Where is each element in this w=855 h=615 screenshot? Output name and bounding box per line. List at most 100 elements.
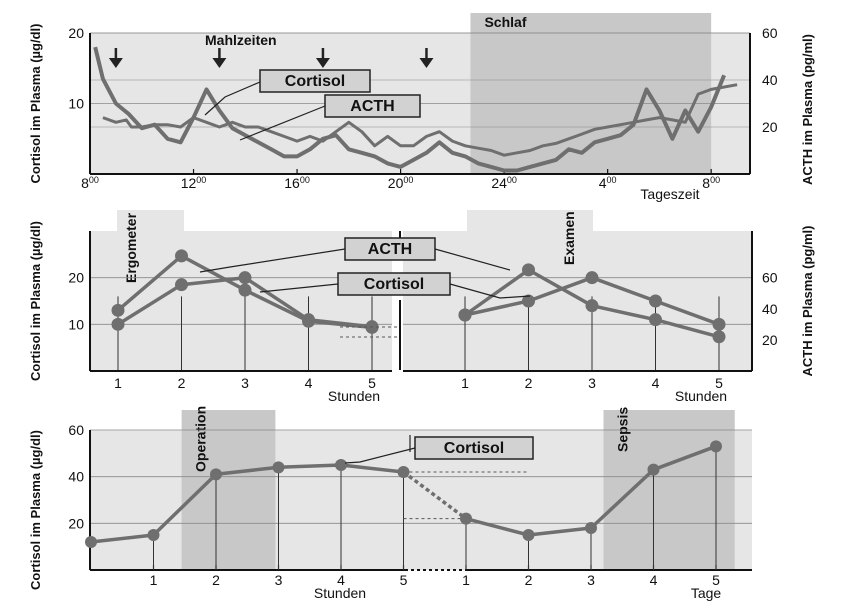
x-tick-label: 2 — [525, 375, 533, 391]
ergometer-cortisol-point — [175, 278, 188, 292]
operation-band — [181, 410, 276, 570]
meal-arrowhead — [108, 58, 123, 68]
ergometer-acth-point — [111, 303, 125, 317]
ergometer-cortisol-point — [302, 313, 315, 327]
examen-acth-point — [522, 263, 535, 277]
examen-acth-point — [712, 330, 726, 344]
y-axis-title-right: ACTH im Plasma (pg/ml) — [800, 34, 815, 185]
x-tick-label: 5 — [712, 572, 720, 588]
meals-label: Mahlzeiten — [205, 32, 277, 48]
ergometer-plot-area — [90, 231, 392, 371]
x-tick-label: 5 — [368, 375, 376, 391]
x-tick-label: 1600 — [284, 175, 310, 191]
cortisol-point — [147, 529, 160, 541]
x-tick-label: 400 — [599, 175, 617, 191]
cortisol-point — [272, 461, 285, 474]
cortisol-box-label: Cortisol — [444, 440, 504, 457]
examen-plot-area — [403, 231, 752, 371]
cortisol-leader — [344, 447, 416, 464]
x-tick-label: 1 — [150, 572, 158, 588]
ergometer-cortisol-point — [238, 271, 252, 285]
ergometer-label: Ergometer — [123, 212, 139, 283]
cortisol-leader — [204, 81, 261, 116]
cortisol-point — [335, 459, 347, 471]
panel-diurnal-rhythm: Schlaf 10 20 20 40 60 800 1200 1600 2000 2400 400 80… — [28, 13, 815, 202]
cortisol-box-label: Cortisol — [364, 276, 424, 293]
y-right-tick-label: 60 — [762, 25, 778, 41]
cortisol-box-label-box — [259, 69, 371, 93]
y-axis-title-left: Cortisol im Plasma (µg/dl) — [28, 430, 43, 590]
x-tick-label: 800 — [702, 175, 720, 191]
examen-cortisol-point — [458, 308, 472, 322]
x-tick-label: 5 — [400, 572, 408, 588]
y-tick-label: 20 — [68, 515, 84, 531]
acth-box-label-box — [344, 237, 436, 261]
cortisol-line-hours — [90, 463, 404, 544]
y-tick-label: 10 — [68, 316, 84, 332]
x-tick-label: 3 — [275, 572, 283, 588]
x-axis-title: Stunden — [675, 388, 727, 404]
sepsis-label: Sepsis — [615, 407, 631, 452]
x-tick-label: 2000 — [388, 175, 414, 191]
x-tick-label: 5 — [715, 375, 723, 391]
operation-label: Operation — [193, 406, 209, 472]
x-tick-label: 3 — [587, 572, 595, 588]
cortisol-point — [522, 529, 535, 541]
x-axis-title: Stunden — [328, 388, 380, 404]
x-axis-title-hours: Stunden — [314, 585, 366, 601]
x-tick-label: 1 — [462, 572, 470, 588]
examen-label: Examen — [561, 211, 577, 265]
ergometer-acth-point — [238, 283, 252, 297]
x-tick-label: 2 — [178, 375, 186, 391]
meal-arrowhead — [315, 58, 330, 68]
y-right-tick-label: 40 — [762, 301, 778, 317]
x-tick-label: 3 — [588, 375, 596, 391]
examen-acth-point — [585, 299, 599, 313]
cortisol-line — [93, 46, 726, 173]
acth-leader-left — [199, 248, 346, 273]
examen-cortisol-point — [522, 294, 535, 308]
x-tick-label: 1 — [114, 375, 122, 391]
y-axis-title-right: ACTH im Plasma (pg/ml) — [800, 226, 815, 377]
cortisol-point — [85, 536, 97, 548]
examen-cortisol-point — [649, 294, 662, 308]
y-axis-title-left: Cortisol im Plasma (µg/dl) — [28, 24, 43, 184]
sleep-label: Schlaf — [484, 14, 526, 30]
cortisol-leader-right — [449, 283, 531, 299]
meal-arrowhead — [419, 58, 434, 68]
cortisol-line-gap — [402, 470, 468, 521]
cortisol-point — [710, 440, 722, 453]
cortisol-box-label: Cortisol — [285, 73, 345, 90]
cortisol-point — [585, 522, 597, 534]
x-tick-label: 4 — [652, 375, 660, 391]
sepsis-band — [603, 410, 735, 570]
examen-tab — [467, 210, 593, 235]
sleep-band — [470, 13, 712, 174]
x-tick-label: 4 — [650, 572, 658, 588]
x-axis-title: Tageszeit — [640, 186, 699, 202]
cortisol-box-label-box — [337, 272, 451, 296]
ergometer-tab — [117, 210, 184, 235]
x-tick-label: 800 — [81, 175, 99, 191]
cortisol-point — [397, 466, 410, 478]
cortisol-leader-left — [259, 283, 339, 293]
examen-cortisol-point — [585, 271, 599, 285]
y-tick-label: 20 — [68, 270, 84, 286]
x-tick-label: 3 — [241, 375, 249, 391]
cortisol-point — [460, 512, 472, 525]
acth-line — [102, 83, 738, 157]
cortisol-point — [210, 468, 222, 481]
x-tick-label: 2 — [525, 572, 533, 588]
acth-leader-right — [434, 248, 511, 271]
acth-box-label: ACTH — [368, 241, 412, 258]
x-tick-label: 4 — [337, 572, 345, 588]
x-tick-label: 4 — [305, 375, 313, 391]
ergometer-acth-point — [175, 249, 188, 263]
ergometer-cortisol-point — [111, 317, 125, 331]
y-tick-label: 60 — [68, 422, 84, 438]
x-tick-label: 1200 — [181, 175, 207, 191]
y-right-tick-label: 20 — [762, 119, 778, 135]
panel-surgery-sepsis: Operation Sepsis 20 40 60 Cortisol im Plasma … — [28, 406, 752, 601]
